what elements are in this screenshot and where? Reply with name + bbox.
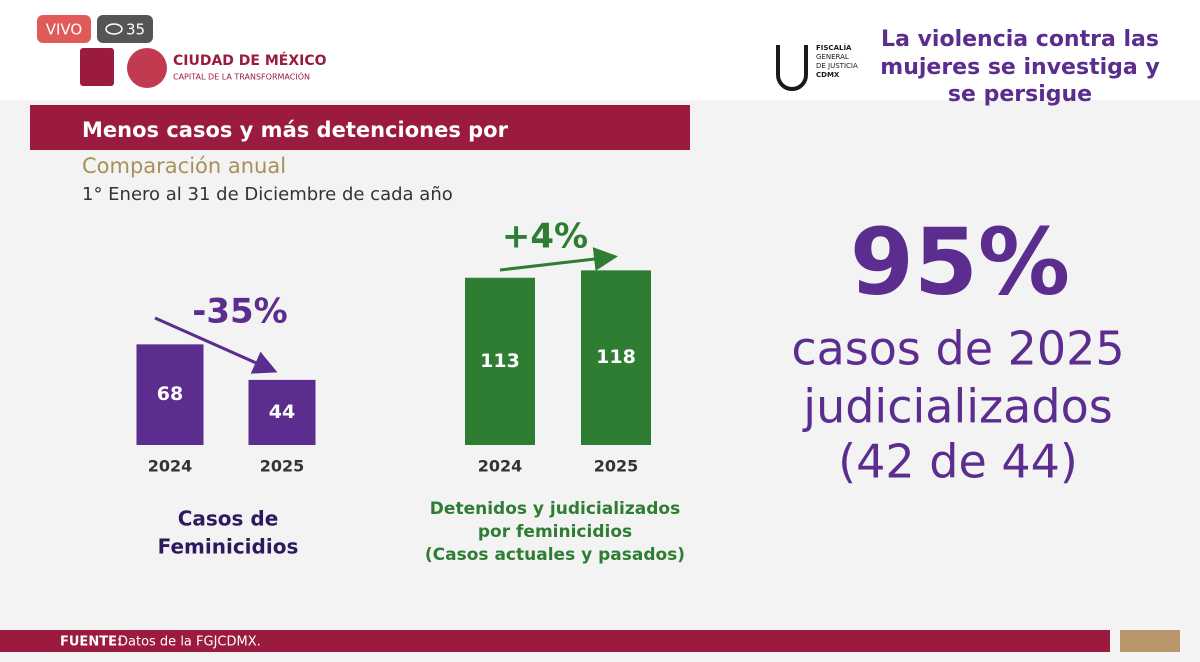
headline: La violencia contra las bbox=[881, 27, 1159, 52]
value-label: 118 bbox=[596, 346, 636, 368]
live-badge bbox=[37, 15, 91, 43]
headline: mujeres se investiga y bbox=[880, 55, 1159, 80]
chart-caption: (Casos actuales y pasados) bbox=[425, 545, 685, 565]
cdmx-emblem bbox=[127, 48, 167, 88]
bar bbox=[136, 344, 204, 445]
x-tick-label: 2024 bbox=[478, 457, 523, 476]
x-tick-label: 2025 bbox=[260, 457, 305, 476]
cdmx-shield bbox=[80, 48, 114, 86]
footer-accent bbox=[1120, 630, 1180, 652]
chart-caption: Feminicidios bbox=[158, 535, 299, 559]
headline: se persigue bbox=[948, 82, 1092, 107]
fgj-line: CDMX bbox=[816, 71, 840, 79]
cdmx-tagline: CAPITAL DE LA TRANSFORMACIÓN bbox=[173, 71, 310, 82]
fgj-mark bbox=[776, 45, 808, 91]
change-label: -35% bbox=[192, 292, 288, 332]
highlight-line: casos de 2025 bbox=[791, 322, 1124, 376]
bar bbox=[465, 277, 535, 445]
x-tick-label: 2024 bbox=[148, 457, 193, 476]
value-label: 68 bbox=[157, 383, 183, 405]
eye-icon bbox=[105, 23, 123, 35]
fgj-line: DE JUSTICIA bbox=[816, 62, 858, 70]
live-label: VIVO bbox=[46, 21, 83, 39]
viewer-count: 35 bbox=[126, 21, 145, 39]
slide-title: Menos casos y más detenciones por bbox=[82, 118, 509, 142]
trend-arrow bbox=[154, 316, 278, 374]
trend-arrow bbox=[499, 247, 618, 272]
highlight-figure: 95% bbox=[850, 208, 1070, 315]
bar bbox=[581, 270, 651, 445]
title-banner bbox=[30, 105, 690, 150]
slide-subtitle: Comparación anual bbox=[82, 154, 286, 178]
change-label: +4% bbox=[502, 217, 588, 257]
highlight-line: (42 de 44) bbox=[838, 435, 1078, 489]
value-label: 113 bbox=[480, 350, 520, 372]
highlight-line: judicializados bbox=[802, 380, 1112, 434]
value-label: 44 bbox=[269, 401, 295, 423]
charts: 68 2024 44 2025 -35% Casos de Feminicidios 113 2… bbox=[136, 217, 685, 565]
chart-caption: por feminicidios bbox=[478, 522, 632, 542]
chart-caption: Casos de bbox=[178, 507, 279, 531]
x-tick-label: 2025 bbox=[594, 457, 639, 476]
viewer-badge bbox=[97, 15, 153, 43]
footer-label: FUENTE: bbox=[60, 635, 122, 650]
slide-period: 1° Enero al 31 de Diciembre de cada año bbox=[82, 184, 453, 205]
header-bg bbox=[0, 0, 1200, 100]
fgj-line: FISCALÍA bbox=[816, 43, 852, 52]
chart-caption: Detenidos y judicializados bbox=[430, 499, 680, 519]
bar bbox=[248, 379, 316, 445]
footer-text: Datos de la FGJCDMX. bbox=[118, 635, 261, 650]
fgj-line: GENERAL bbox=[816, 53, 849, 61]
footer-bar bbox=[0, 630, 1110, 652]
cdmx-name: CIUDAD DE MÉXICO bbox=[173, 52, 327, 69]
